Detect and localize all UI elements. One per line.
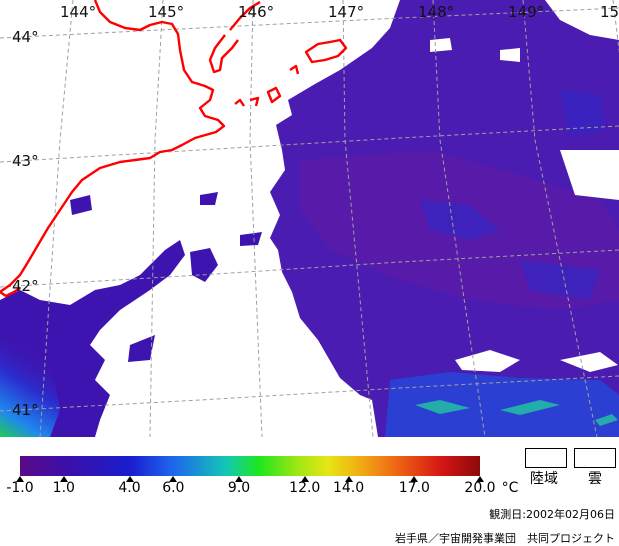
cloud-label: 雲 — [588, 471, 602, 487]
colorbar-tick — [16, 476, 24, 482]
colorbar-tick-label: 4.0 — [118, 480, 141, 496]
longitude-label: 145° — [148, 3, 185, 21]
cloud-patch — [430, 0, 619, 372]
latitude-label: 41° — [12, 401, 39, 419]
land-label: 陸域 — [530, 471, 558, 487]
longitude-label: 144° — [60, 3, 97, 21]
colorbar-tick — [235, 476, 244, 482]
longitude-label: 149° — [508, 3, 545, 21]
sea-area-southeast-blue — [385, 372, 619, 437]
colorbar-tick — [300, 476, 309, 482]
longitude-label: 147° — [328, 3, 365, 21]
sea-patch — [70, 192, 262, 362]
colorbar-tick — [344, 476, 353, 482]
temperature-unit: °C — [501, 480, 519, 496]
latitude-label: 44° — [12, 28, 39, 46]
longitude-label: 148° — [418, 3, 455, 21]
colorbar-tick — [476, 476, 484, 482]
coastline — [0, 0, 348, 298]
longitude-label: 146° — [238, 3, 275, 21]
cloud-swatch — [574, 448, 616, 468]
colorbar-tick — [59, 476, 68, 482]
colorbar-tick — [169, 476, 178, 482]
credit-text: 岩手県／宇宙開発事業団 共同プロジェクト — [395, 532, 615, 545]
colorbar-tick-label: 9.0 — [227, 480, 251, 496]
colorbar-tick — [125, 476, 134, 482]
colorbar-tick-label: 20.0 — [464, 480, 496, 496]
sea-surface-temperature-map — [0, 0, 619, 437]
colorbar-tick-label: 14.0 — [332, 480, 365, 496]
colorbar-tick-label: 6.0 — [162, 480, 185, 496]
colorbar-tick-label: -1.0 — [6, 480, 34, 496]
colorbar-tick-label: 17.0 — [398, 480, 430, 496]
colorbar-tick-label: 12.0 — [289, 480, 321, 496]
colorbar-tick-label: 1.0 — [52, 480, 75, 496]
graticule — [0, 0, 619, 437]
latitude-label: 43° — [12, 152, 39, 170]
legend: °C 陸域 雲 観測日:2002年02月06日 岩手県／宇宙開発事業団 共同プロ… — [0, 437, 619, 546]
colorbar-tick — [410, 476, 419, 482]
land-swatch — [525, 448, 567, 468]
observation-date: 観測日:2002年02月06日 — [489, 508, 615, 521]
longitude-label: 15 — [600, 3, 619, 21]
sea-area-east-blue — [420, 90, 605, 300]
temperature-colorbar — [20, 456, 480, 476]
warm-streaks-southeast — [415, 400, 618, 426]
latitude-label: 42° — [12, 277, 39, 295]
